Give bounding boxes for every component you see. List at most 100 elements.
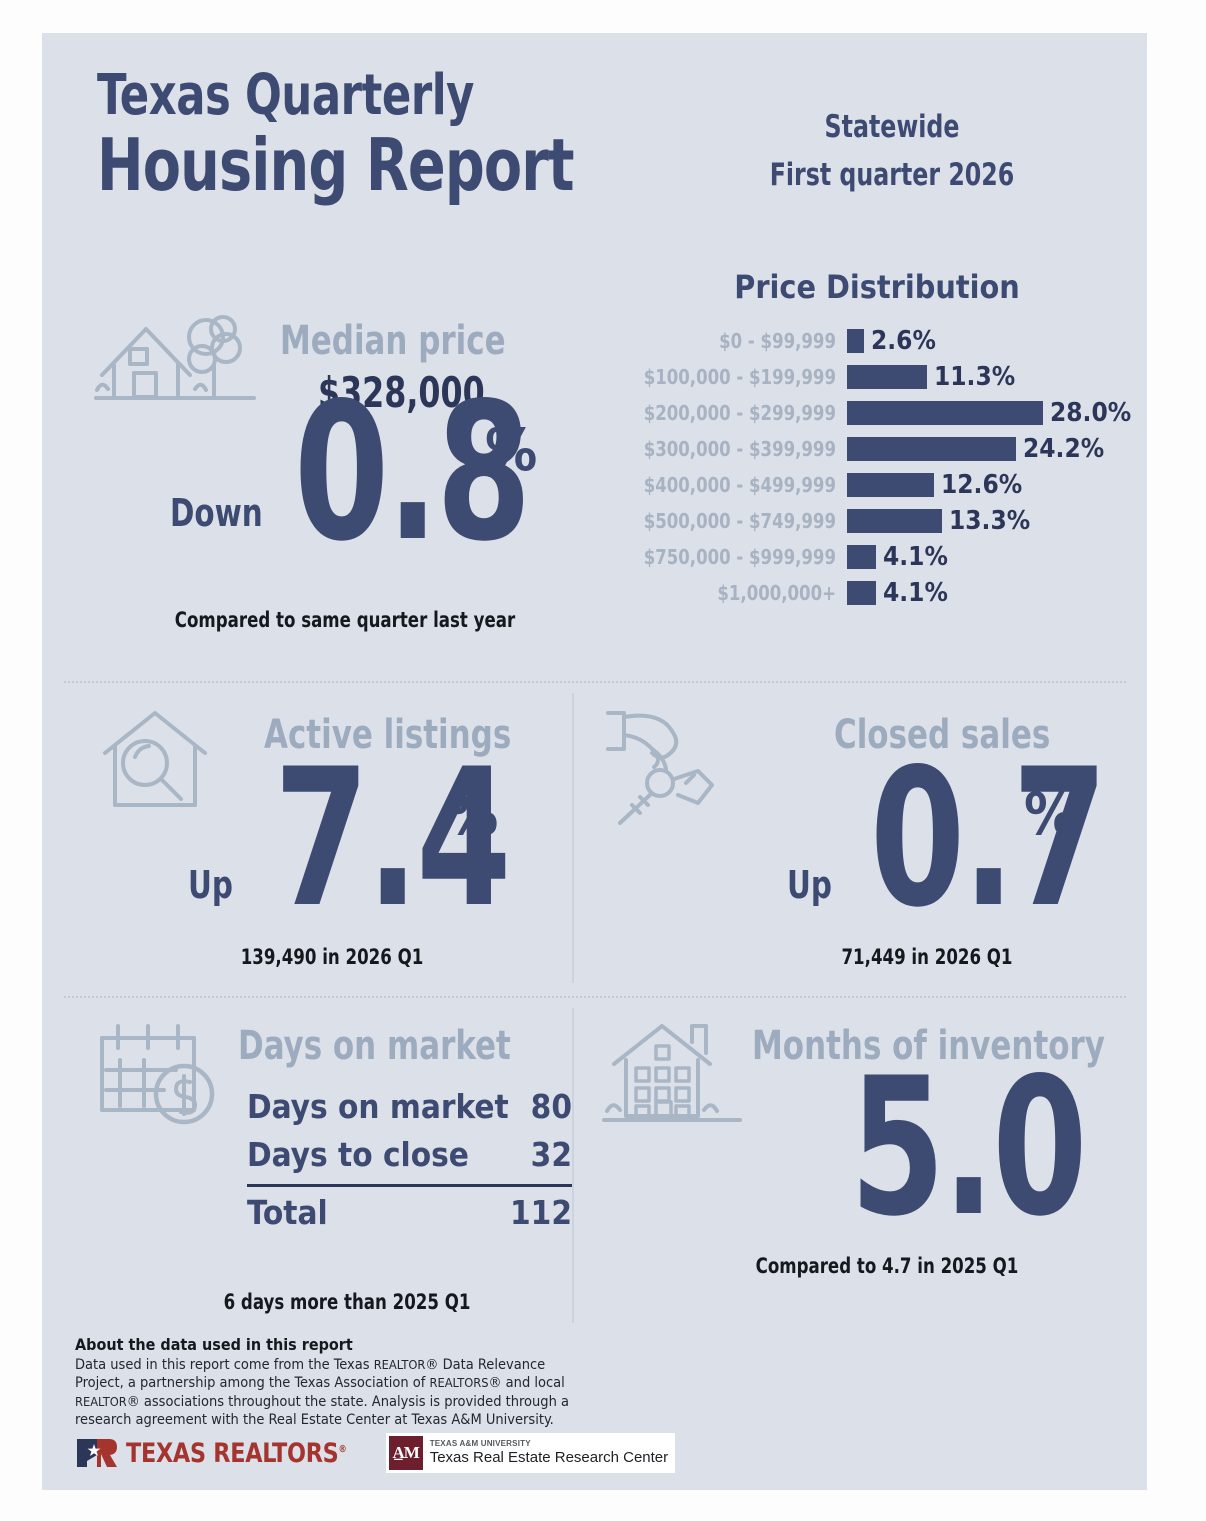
closed-sales-heading: Closed sales — [834, 712, 1051, 758]
price-range-label: $300,000 - $399,999 — [643, 437, 836, 461]
report-title: Texas Quarterly Housing Report — [97, 68, 651, 204]
texas-realtors-logo[interactable]: TEXAS REALTORS® — [75, 1435, 366, 1471]
dom-total-label: Total — [247, 1192, 328, 1232]
about-text-3: ® and local — [488, 1375, 565, 1392]
texas-am-university-label: TEXAS A&M UNIVERSITY — [429, 1438, 531, 1448]
price-distribution-value: 2.6% — [871, 326, 936, 356]
active-listings-heading: Active listings — [264, 712, 512, 758]
price-distribution-chart: Price Distribution $0 - $99,999 2.6% $100,… — [607, 268, 1147, 668]
price-distribution-value: 28.0% — [1050, 398, 1132, 428]
active-listings-direction: Up — [188, 863, 233, 907]
realtor-trademark-3: Realtor — [75, 1394, 127, 1410]
realtor-trademark-1: Realtor — [373, 1358, 426, 1373]
closed-sales-percent-symbol: % — [1024, 780, 1077, 848]
apartment-building-icon — [602, 1024, 742, 1122]
price-range-label: $200,000 - $299,999 — [643, 401, 836, 425]
days-on-market-section: Days on market Days on market 80 Days to… — [42, 1008, 572, 1323]
about-text-2: ® Data Relevance Project, a partnership … — [75, 1357, 546, 1392]
months-of-inventory-heading: Months of inventory — [752, 1023, 1105, 1069]
about-title: About the data used in this report — [75, 1335, 353, 1354]
price-distribution-row: $300,000 - $399,999 24.2% — [607, 431, 1147, 467]
about-body: Data used in this report come from the T… — [75, 1356, 595, 1430]
months-of-inventory-value: 5.0 — [850, 1037, 1087, 1258]
median-price-note: Compared to same quarter last year — [174, 608, 516, 632]
price-distribution-bar — [847, 401, 1043, 425]
scope-area: Statewide — [824, 109, 960, 145]
active-listings-note: 139,490 in 2026 Q1 — [240, 945, 424, 969]
closed-sales-note: 71,449 in 2026 Q1 — [841, 945, 1013, 969]
median-price-heading: Median price — [280, 318, 506, 364]
title-line-2: Housing Report — [97, 123, 575, 207]
realtor-trademark-2: Realtors — [429, 1376, 489, 1392]
house-search-icon — [103, 711, 207, 807]
price-distribution-row: $500,000 - $749,999 13.3% — [607, 503, 1147, 539]
calendar-dollar-icon — [100, 1024, 215, 1125]
price-distribution-bar — [847, 437, 1016, 461]
dom-row-label-0: Days on market — [247, 1087, 509, 1126]
price-distribution-value: 4.1% — [883, 542, 948, 572]
dom-total-value: 112 — [510, 1192, 572, 1232]
about-the-data: About the data used in this report Data … — [75, 1335, 595, 1430]
price-distribution-bar — [847, 509, 942, 533]
table-row: Days on market 80 — [247, 1083, 572, 1131]
title-line-1: Texas Quarterly — [97, 63, 475, 128]
price-distribution-value: 4.1% — [883, 578, 948, 608]
median-price-direction: Down — [170, 491, 263, 535]
price-distribution-value: 24.2% — [1023, 434, 1105, 464]
dom-row-value-1: 32 — [530, 1134, 572, 1174]
median-price-change: 0.8 — [294, 362, 531, 583]
price-distribution-title: Price Distribution — [734, 268, 1020, 306]
price-range-label: $400,000 - $499,999 — [643, 473, 836, 497]
report-scope: Statewide First quarter 2026 — [682, 103, 1102, 199]
report-header: Texas Quarterly Housing Report Statewide… — [42, 33, 1147, 273]
table-row-total: Total 112 — [247, 1189, 572, 1237]
footer-logos: TEXAS REALTORS® A̲M TEXAS A&M UNIVERSITY… — [75, 1433, 676, 1473]
price-distribution-row: $400,000 - $499,999 12.6% — [607, 467, 1147, 503]
active-listings-percent-symbol: % — [446, 780, 499, 848]
texas-am-research-center-logo[interactable]: A̲M TEXAS A&M UNIVERSITY Texas Real Esta… — [385, 1433, 676, 1473]
days-on-market-note: 6 days more than 2025 Q1 — [223, 1290, 471, 1314]
closed-sales-direction: Up — [787, 863, 832, 907]
months-of-inventory-section: Months of inventory 5.0 Compared to 4.7 … — [572, 1008, 1147, 1323]
texas-realtors-wordmark: TEXAS REALTORS® — [126, 1438, 347, 1469]
median-price-percent-symbol: % — [485, 416, 538, 484]
price-distribution-row: $0 - $99,999 2.6% — [607, 323, 1147, 359]
texas-am-logo-text: TEXAS A&M UNIVERSITY Texas Real Estate R… — [429, 1438, 669, 1466]
active-listings-section: Active listings Up 7.4 % 139,490 in 2026… — [42, 693, 572, 983]
hand-with-keys-icon — [606, 711, 714, 825]
price-distribution-rows: $0 - $99,999 2.6% $100,000 - $199,999 11.3%… — [607, 323, 1147, 611]
price-range-label: $750,000 - $999,999 — [643, 545, 836, 569]
median-price-value: $328,000 — [318, 368, 485, 417]
dom-row-label-1: Days to close — [247, 1134, 469, 1174]
price-distribution-row: $100,000 - $199,999 11.3% — [607, 359, 1147, 395]
price-distribution-value: 11.3% — [934, 362, 1016, 392]
price-distribution-bar — [847, 473, 934, 497]
price-distribution-row: $750,000 - $999,999 4.1% — [607, 539, 1147, 575]
about-text-1: Data used in this report come from the T… — [75, 1357, 374, 1373]
median-price-section: Median price $328,000 Down 0.8 % Compare… — [42, 273, 602, 668]
texas-realtors-registered-mark: ® — [338, 1443, 347, 1455]
table-row: Days to close 32 — [247, 1131, 572, 1179]
price-distribution-bar — [847, 545, 876, 569]
scope-period: First quarter 2026 — [769, 157, 1015, 194]
price-distribution-bar — [847, 329, 864, 353]
texas-realtors-mark-icon — [77, 1439, 117, 1467]
price-distribution-value: 12.6% — [941, 470, 1023, 500]
price-range-label: $1,000,000+ — [717, 581, 836, 605]
months-of-inventory-note: Compared to 4.7 in 2025 Q1 — [755, 1254, 1019, 1278]
price-distribution-row: $1,000,000+ 4.1% — [607, 575, 1147, 611]
divider-horizontal-bottom — [64, 996, 1126, 998]
divider-vertical-middle — [572, 693, 574, 983]
price-distribution-value: 13.3% — [949, 506, 1031, 536]
texas-am-mark-icon: A̲M — [388, 1436, 423, 1470]
divider-horizontal-top — [64, 681, 1126, 683]
days-on-market-table: Days on market 80 Days to close 32 Total… — [247, 1083, 572, 1237]
closed-sales-change: 0.7 — [870, 728, 1107, 949]
active-listings-change: 7.4 — [274, 728, 511, 949]
dom-row-value-0: 80 — [530, 1087, 572, 1126]
price-range-label: $500,000 - $749,999 — [643, 509, 836, 533]
divider-vertical-lower — [572, 1008, 574, 1323]
report-card: Texas Quarterly Housing Report Statewide… — [42, 33, 1147, 1490]
research-center-label: Texas Real Estate Research Center — [429, 1448, 669, 1466]
closed-sales-section: Closed sales Up 0.7 % 71,449 in 2026 Q1 — [572, 693, 1147, 983]
